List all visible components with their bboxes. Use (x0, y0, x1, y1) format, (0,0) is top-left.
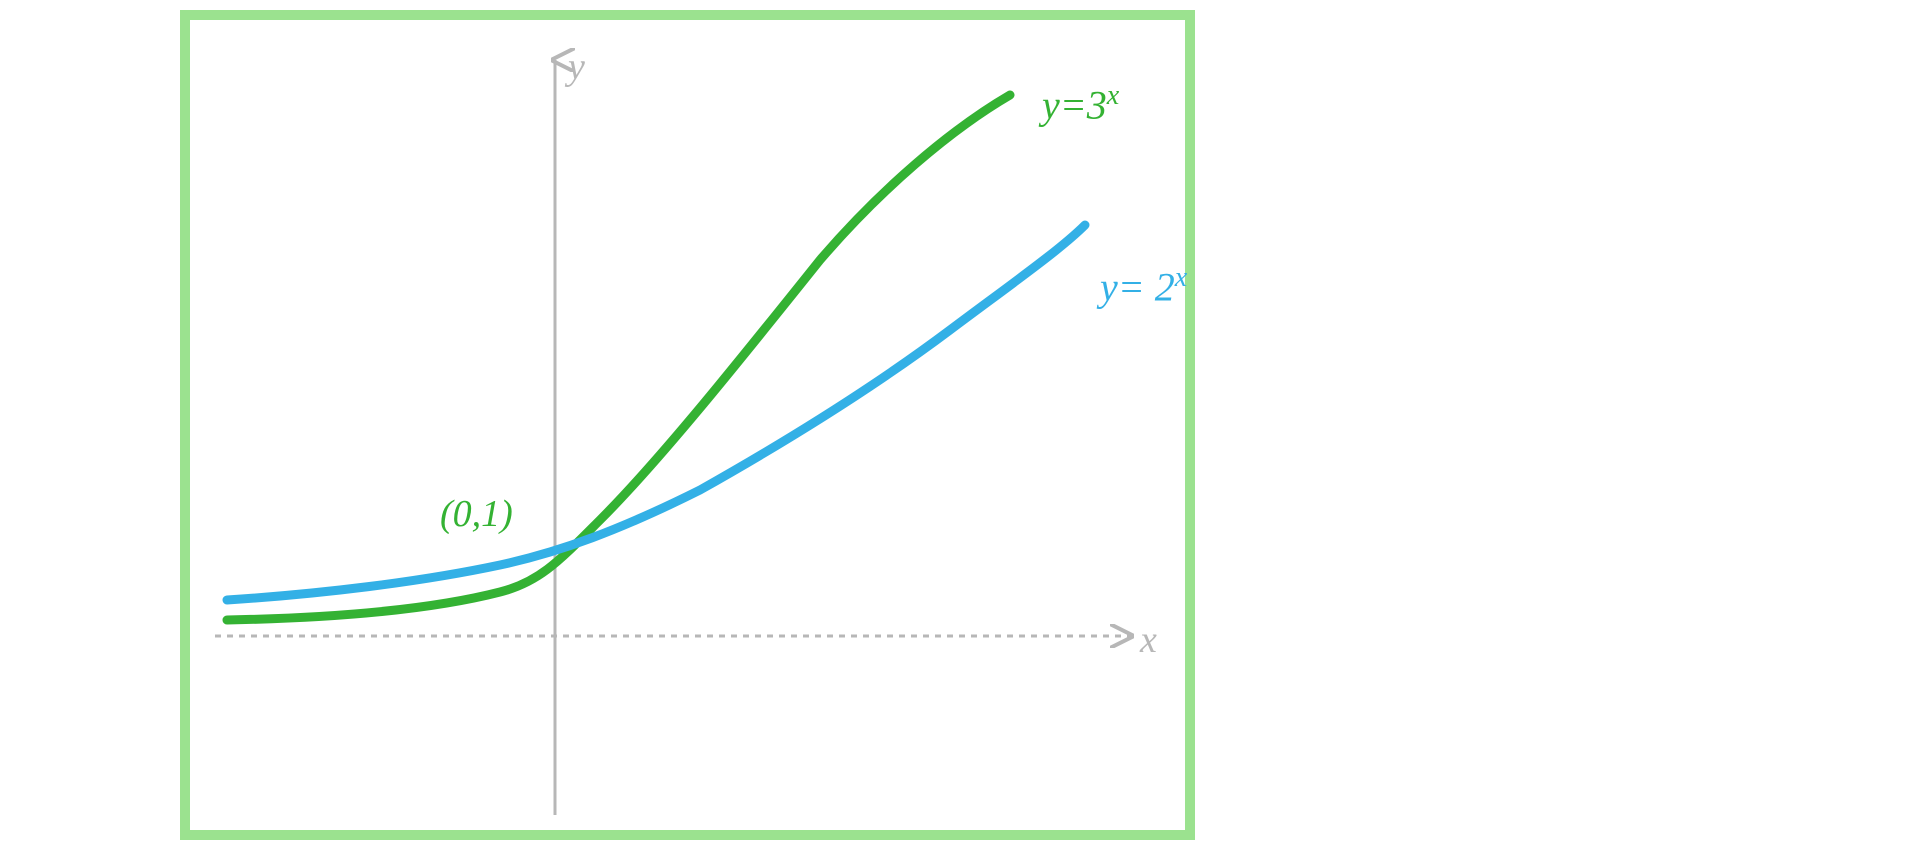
intercept-label: (0,1) (440, 492, 513, 536)
chart-stage: y x (0,1) y=3x y= 2x (0, 0, 1910, 859)
chart-svg (0, 0, 1910, 859)
x-axis-label: x (1140, 618, 1157, 662)
curve-2x-label-exp: x (1175, 262, 1187, 293)
curve-2x-label-base: y= 2 (1100, 264, 1175, 309)
curve-3x (227, 95, 1010, 620)
curve-3x-label: y=3x (1042, 80, 1119, 128)
curve-2x (227, 225, 1085, 600)
y-axis-label: y (568, 45, 585, 89)
curve-2x-label: y= 2x (1100, 262, 1187, 310)
curve-3x-label-base: y=3 (1042, 82, 1107, 127)
curve-3x-label-exp: x (1107, 80, 1119, 111)
